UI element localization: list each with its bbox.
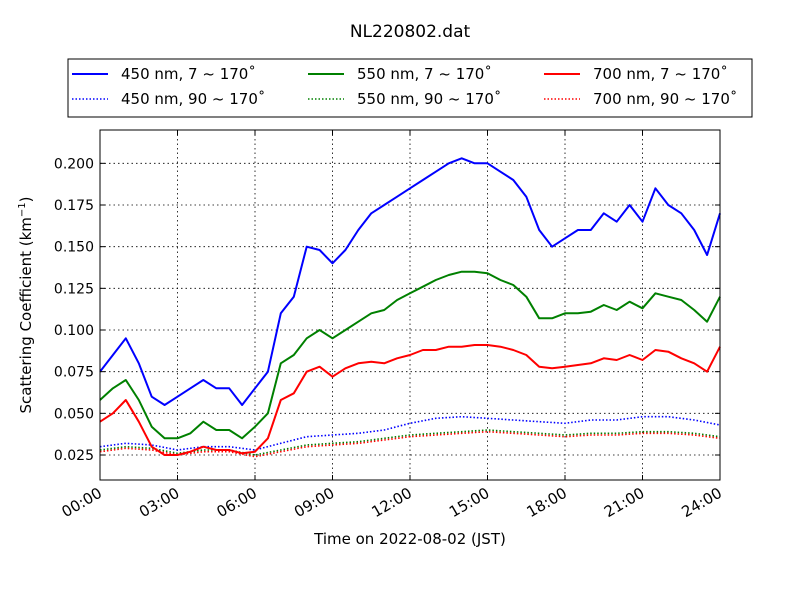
series-line-5 <box>99 430 721 458</box>
y-tick-label: 0.150 <box>54 240 94 256</box>
legend-label-2: 550 nm, 7 ~ 170˚ <box>357 65 492 83</box>
series-line-3 <box>99 429 721 456</box>
y-tick-label: 0.200 <box>54 156 94 172</box>
y-axis-ticks: 0.025 0.050 0.075 0.100 0.125 0.150 0.175 0.200 <box>54 156 720 464</box>
legend-box <box>67 58 753 118</box>
legend-label-0: 450 nm, 7 ~ 170˚ <box>121 65 256 83</box>
y-axis-label: Scattering Coefficient (km−1) <box>17 196 35 413</box>
y-tick-label: 0.175 <box>54 198 94 214</box>
series-line-4 <box>99 344 721 456</box>
series-line-2 <box>99 270 721 440</box>
legend-label-1: 450 nm, 90 ~ 170˚ <box>121 90 265 108</box>
legend-label-3: 550 nm, 90 ~ 170˚ <box>357 90 501 108</box>
y-tick-label: 0.075 <box>54 365 94 381</box>
y-tick-label: 0.125 <box>54 281 94 297</box>
legend-label-4: 700 nm, 7 ~ 170˚ <box>593 65 728 83</box>
legend-label-5: 700 nm, 90 ~ 170˚ <box>593 90 737 108</box>
series-line-1 <box>99 415 721 451</box>
y-tick-label: 0.050 <box>54 406 94 422</box>
x-axis-label: Time on 2022-08-02 (JST) <box>313 530 506 548</box>
y-tick-label: 0.025 <box>54 448 94 464</box>
y-tick-label: 0.100 <box>54 323 94 339</box>
series-layer <box>99 157 721 458</box>
chart-title: NL220802.dat <box>350 22 471 42</box>
series-line-0 <box>99 157 721 406</box>
legend: 450 nm, 7 ~ 170˚ 550 nm, 7 ~ 170˚ 700 nm, … <box>67 58 753 118</box>
